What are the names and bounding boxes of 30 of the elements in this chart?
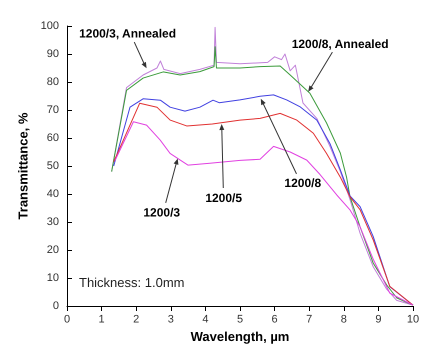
x-tick-label: 9	[375, 314, 382, 326]
y-tick-label: 80	[46, 76, 59, 88]
annotation: 1200/8, Annealed	[292, 36, 389, 51]
x-tick-label: 10	[406, 314, 420, 326]
x-tick-label: 2	[133, 314, 140, 326]
x-tick-label: 4	[202, 314, 208, 326]
x-tick-label: 3	[168, 314, 174, 326]
y-tick-label: 50	[46, 160, 59, 172]
y-tick-label: 20	[46, 244, 59, 256]
annotation: Thickness: 1.0mm	[79, 275, 184, 290]
y-axis-title: Transmittance, %	[16, 112, 31, 220]
annotation: 1200/3, Annealed	[79, 26, 176, 40]
x-axis-title: Wavelength, µm	[190, 328, 290, 344]
annotation: 1200/5	[205, 191, 242, 205]
x-tick-label: 6	[272, 314, 278, 326]
y-tick-label: 40	[46, 188, 59, 200]
x-tick-label: 1	[98, 314, 105, 326]
annotation: 1200/8	[284, 176, 322, 190]
y-tick-label: 10	[46, 272, 59, 284]
y-tick-label: 90	[46, 48, 59, 60]
x-tick-label: 8	[340, 314, 347, 326]
y-tick-label: 70	[46, 104, 59, 116]
x-tick-label: 0	[64, 314, 70, 326]
annotation: 1200/3	[143, 205, 180, 220]
x-tick-label: 7	[306, 314, 312, 326]
y-tick-label: 100	[40, 20, 59, 32]
y-tick-label: 0	[52, 300, 59, 312]
x-tick-label: 5	[236, 314, 244, 326]
y-tick-label: 60	[46, 132, 59, 144]
y-tick-label: 30	[46, 216, 59, 228]
